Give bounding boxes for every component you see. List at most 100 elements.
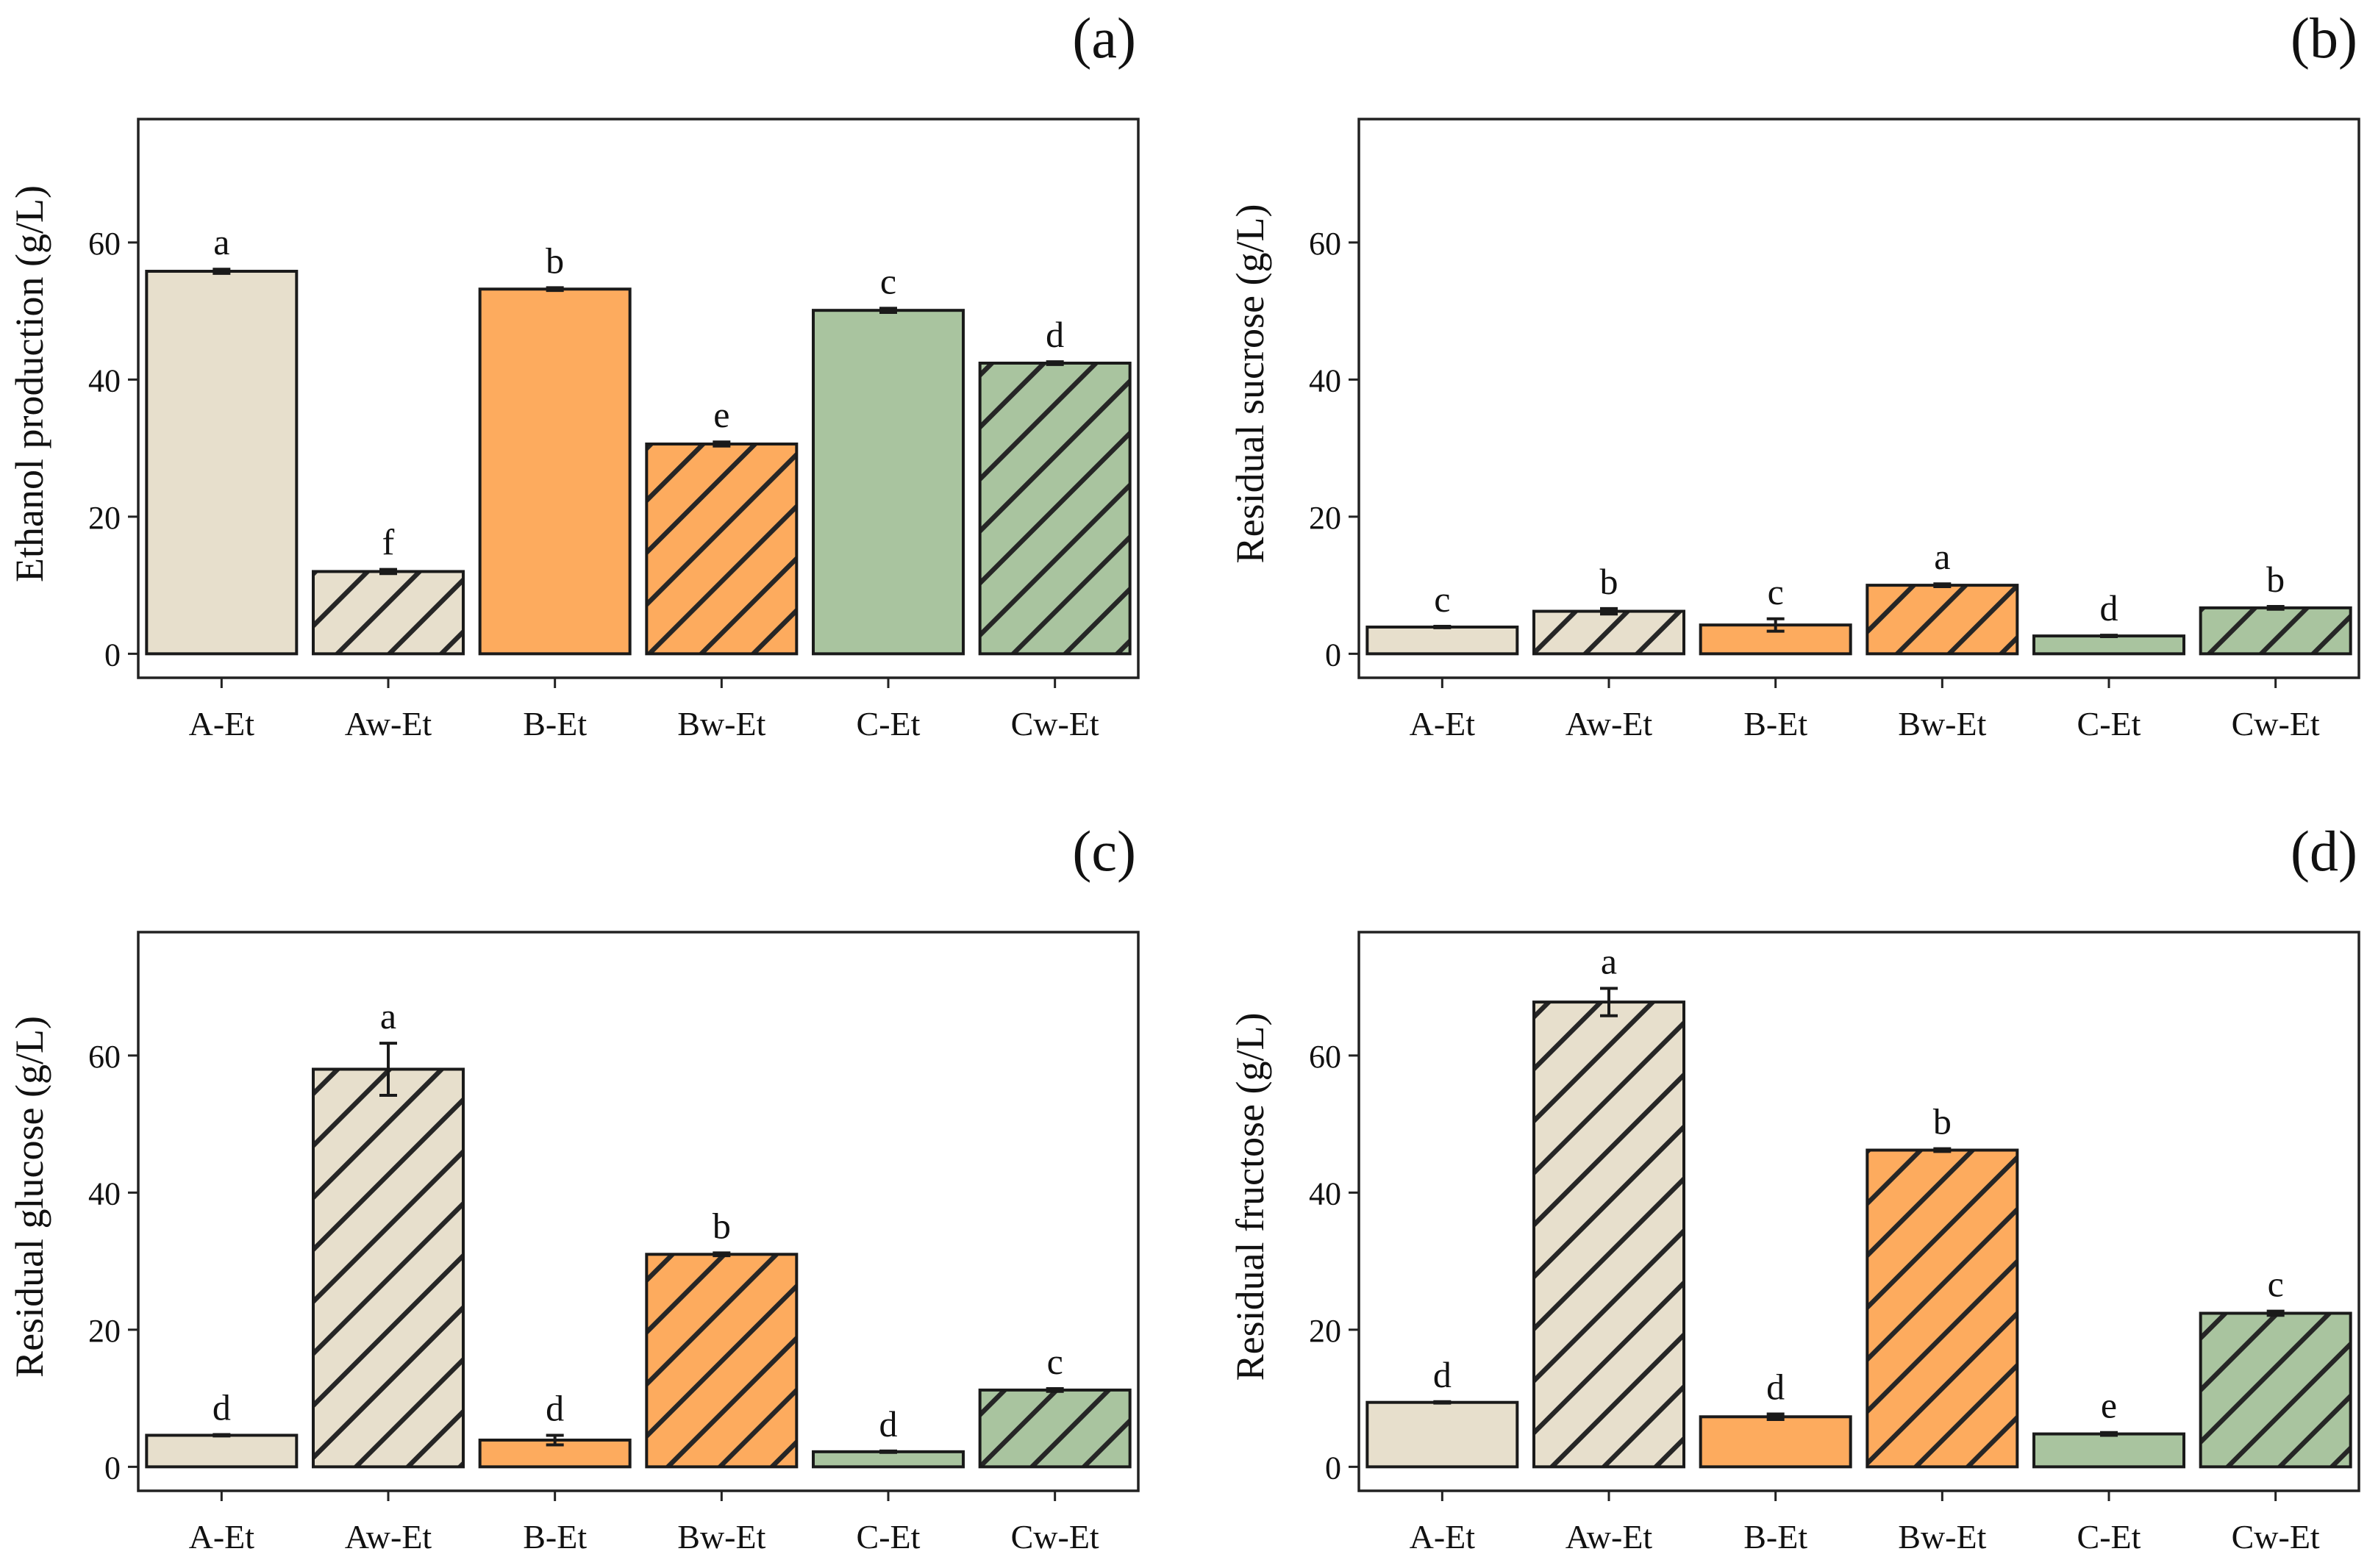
bar-a-a-et bbox=[146, 271, 297, 654]
significance-letter-c-aw-et: a bbox=[380, 995, 396, 1037]
bar-c-a-et bbox=[146, 1435, 297, 1467]
significance-letter-b-a-et: c bbox=[1434, 579, 1450, 620]
y-axis-b: 0 20 40 60 bbox=[1309, 226, 1359, 673]
y-axis-c: 0 20 40 60 bbox=[88, 1039, 138, 1486]
error-bar-c-aw-et bbox=[379, 1042, 397, 1097]
panel-a: (a) Ethanol production (g/L) 0 20 40 60 a f b… bbox=[7, 6, 1140, 742]
significance-letter-a-a-et: a bbox=[213, 221, 229, 262]
x-tick-label-b-cw-et: Cw-Et bbox=[2232, 705, 2320, 742]
bars-b: c b c a d b bbox=[1365, 536, 2352, 656]
y-tick-label-b-60: 60 bbox=[1309, 226, 1341, 262]
plot-frame-b bbox=[1357, 118, 2360, 679]
error-bar-d-a-et bbox=[1433, 1400, 1452, 1405]
plot-frame-a bbox=[137, 118, 1140, 679]
x-axis-a: A-Et Aw-Et B-Et Bw-Et C-Et Cw-Et bbox=[189, 678, 1099, 742]
y-tick-label-a-60: 60 bbox=[88, 226, 121, 262]
error-bar-d-bw-et bbox=[1933, 1147, 1952, 1153]
y-axis-d: 0 20 40 60 bbox=[1309, 1039, 1359, 1486]
error-bar-a-bw-et bbox=[713, 440, 731, 448]
x-tick-label-c-a-et: A-Et bbox=[189, 1518, 255, 1556]
panel-label-a: (a) bbox=[1072, 6, 1136, 70]
significance-letter-d-a-et: d bbox=[1433, 1354, 1452, 1395]
plot-frame-c bbox=[137, 931, 1140, 1492]
y-axis-label-b: Residual sucrose (g/L) bbox=[1228, 204, 1272, 564]
x-axis-b: A-Et Aw-Et B-Et Bw-Et C-Et Cw-Et bbox=[1410, 678, 2320, 742]
y-tick-label-b-20: 20 bbox=[1309, 500, 1341, 536]
bar-hatch-a-cw-et bbox=[979, 362, 1130, 654]
plot-frame-d bbox=[1357, 931, 2360, 1492]
significance-letter-d-cw-et: c bbox=[2268, 1264, 2284, 1305]
x-tick-label-c-bw-et: Bw-Et bbox=[677, 1518, 765, 1556]
significance-letter-b-c-et: d bbox=[2100, 587, 2118, 629]
bars-a: a f b e c d bbox=[145, 221, 1132, 656]
bar-hatch-d-aw-et bbox=[1534, 1002, 1684, 1467]
x-tick-label-c-b-et: B-Et bbox=[523, 1518, 587, 1556]
y-tick-label-a-0: 0 bbox=[104, 637, 121, 673]
bar-b-c-et bbox=[2034, 636, 2184, 654]
significance-letter-b-cw-et: b bbox=[2266, 559, 2285, 600]
x-tick-label-a-c-et: C-Et bbox=[857, 705, 921, 742]
bar-d-b-et bbox=[1700, 1417, 1851, 1467]
x-tick-label-c-c-et: C-Et bbox=[857, 1518, 921, 1556]
x-tick-label-b-b-et: B-Et bbox=[1743, 705, 1807, 742]
error-bar-b-cw-et bbox=[2266, 605, 2285, 611]
significance-letter-c-c-et: d bbox=[879, 1403, 898, 1445]
y-tick-label-c-20: 20 bbox=[88, 1313, 121, 1349]
significance-letter-c-cw-et: c bbox=[1047, 1341, 1063, 1382]
x-tick-label-d-aw-et: Aw-Et bbox=[1565, 1518, 1653, 1556]
panel-label-d: (d) bbox=[2291, 819, 2357, 883]
error-bar-b-aw-et bbox=[1600, 606, 1618, 616]
error-bar-d-aw-et bbox=[1600, 987, 1618, 1017]
significance-letter-a-cw-et: d bbox=[1046, 314, 1064, 355]
y-tick-label-a-20: 20 bbox=[88, 500, 121, 536]
y-tick-label-d-20: 20 bbox=[1309, 1313, 1341, 1349]
error-bar-d-b-et bbox=[1766, 1412, 1785, 1422]
bar-hatch-c-cw-et bbox=[979, 1389, 1130, 1467]
bar-b-a-et bbox=[1367, 626, 1518, 654]
y-axis-label-c: Residual glucose (g/L) bbox=[7, 1016, 51, 1378]
significance-letter-b-aw-et: b bbox=[1600, 561, 1618, 602]
bars-c: d a d b d c bbox=[145, 995, 1132, 1469]
bar-d-a-et bbox=[1367, 1402, 1518, 1467]
error-bar-c-b-et bbox=[546, 1433, 564, 1447]
y-tick-label-b-40: 40 bbox=[1309, 362, 1341, 398]
error-bar-b-b-et bbox=[1766, 617, 1785, 633]
x-tick-label-a-cw-et: Cw-Et bbox=[1011, 705, 1099, 742]
x-tick-label-d-b-et: B-Et bbox=[1743, 1518, 1807, 1556]
y-axis-a: 0 20 40 60 bbox=[88, 226, 138, 673]
error-bar-b-bw-et bbox=[1933, 582, 1952, 588]
significance-letter-a-c-et: c bbox=[880, 260, 896, 301]
x-tick-label-d-a-et: A-Et bbox=[1410, 1518, 1476, 1556]
x-tick-label-c-cw-et: Cw-Et bbox=[1011, 1518, 1099, 1556]
y-axis-label-a: Ethanol production (g/L) bbox=[7, 185, 51, 582]
y-axis-label-d: Residual fructose (g/L) bbox=[1228, 1013, 1272, 1381]
x-tick-label-b-a-et: A-Et bbox=[1410, 705, 1476, 742]
significance-letter-b-bw-et: a bbox=[1934, 536, 1950, 577]
x-tick-label-b-c-et: C-Et bbox=[2077, 705, 2141, 742]
y-tick-label-c-40: 40 bbox=[88, 1175, 121, 1211]
x-axis-c: A-Et Aw-Et B-Et Bw-Et C-Et Cw-Et bbox=[189, 1491, 1099, 1556]
error-bar-a-aw-et bbox=[379, 568, 397, 576]
y-tick-label-b-0: 0 bbox=[1325, 637, 1341, 673]
error-bar-a-b-et bbox=[546, 286, 564, 293]
panel-b: (b) Residual sucrose (g/L) 0 20 40 60 c b c a d… bbox=[1228, 6, 2360, 742]
error-bar-c-c-et bbox=[879, 1449, 897, 1454]
significance-letter-b-b-et: c bbox=[1768, 571, 1784, 612]
significance-letter-d-b-et: d bbox=[1766, 1367, 1785, 1408]
bar-hatch-c-aw-et bbox=[313, 1069, 463, 1467]
x-tick-label-a-bw-et: Bw-Et bbox=[677, 705, 765, 742]
bar-a-c-et bbox=[813, 310, 963, 654]
panel-label-c: (c) bbox=[1072, 819, 1136, 883]
bar-hatch-a-aw-et bbox=[313, 571, 463, 654]
bar-hatch-b-cw-et bbox=[2200, 607, 2351, 654]
x-tick-label-a-a-et: A-Et bbox=[189, 705, 255, 742]
significance-letter-a-bw-et: e bbox=[713, 394, 729, 435]
bar-a-b-et bbox=[479, 289, 630, 654]
x-tick-label-b-aw-et: Aw-Et bbox=[1565, 705, 1653, 742]
bar-hatch-d-cw-et bbox=[2200, 1313, 2351, 1467]
bar-hatch-b-bw-et bbox=[1867, 585, 2018, 654]
significance-letter-a-b-et: b bbox=[546, 240, 564, 281]
x-tick-label-a-b-et: B-Et bbox=[523, 705, 587, 742]
